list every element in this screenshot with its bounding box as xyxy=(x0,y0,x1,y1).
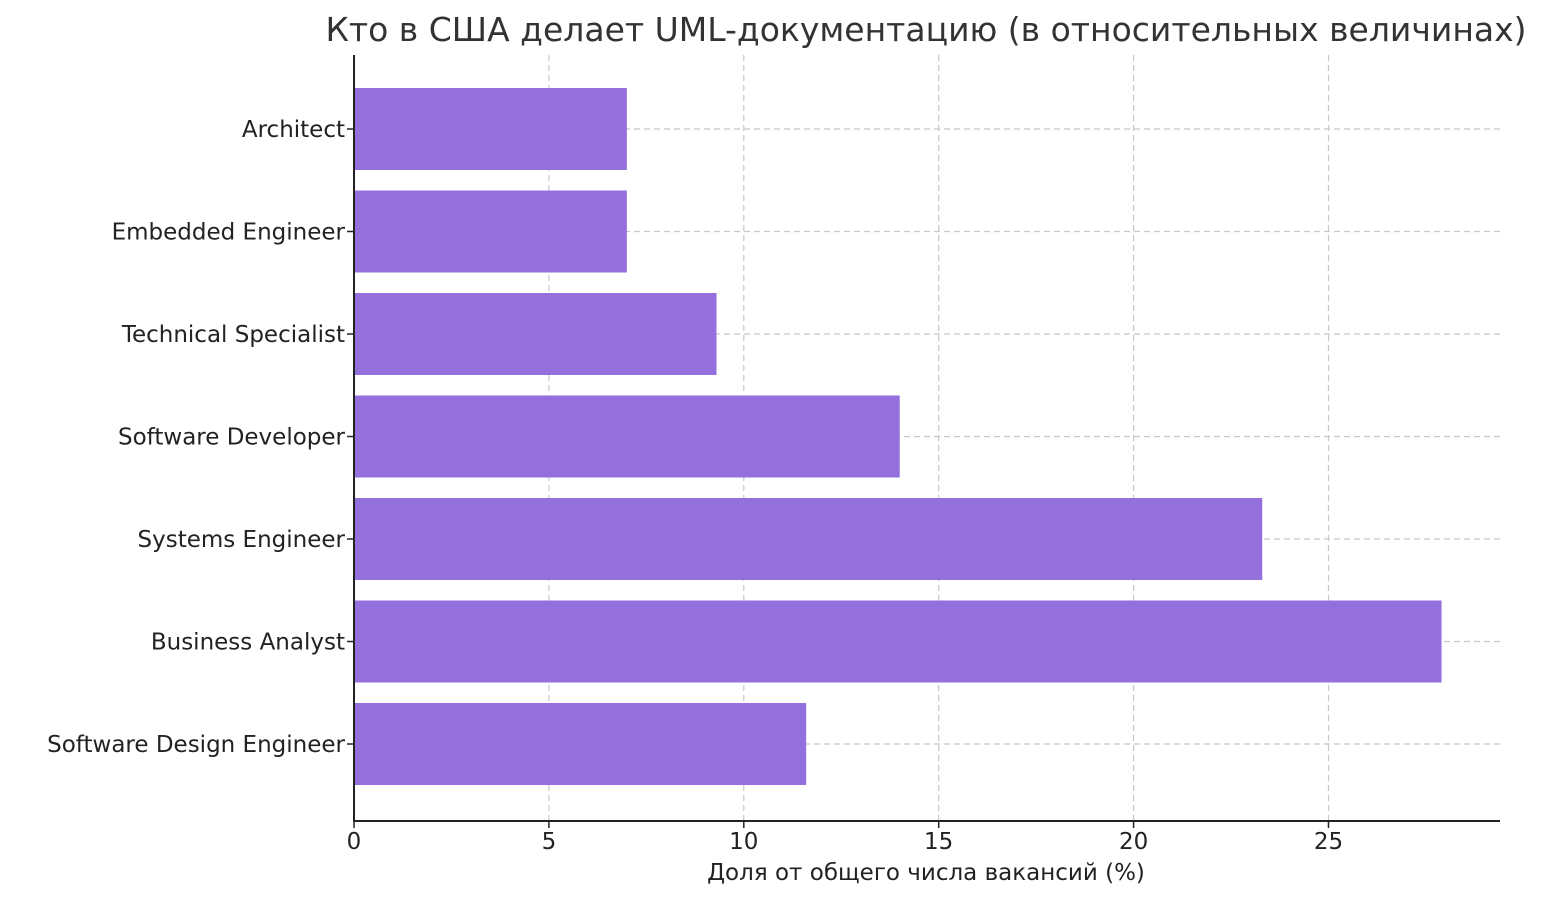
bar xyxy=(354,293,717,375)
y-tick-label: Business Analyst xyxy=(151,630,345,656)
x-tick-label: 25 xyxy=(1314,829,1343,855)
y-tick-label: Technical Specialist xyxy=(121,322,345,348)
x-axis-label: Доля от общего числа вакансий (%) xyxy=(707,860,1145,886)
y-tick-label: Systems Engineer xyxy=(138,527,346,553)
bar xyxy=(354,395,900,478)
y-tick-labels: Software Design Engineer Business Analyst… xyxy=(47,117,354,758)
y-tick-label: Architect xyxy=(242,117,345,143)
y-tick-label: Software Developer xyxy=(118,425,346,451)
x-tick-label: 10 xyxy=(729,829,758,855)
bar xyxy=(354,498,1263,580)
bar xyxy=(354,703,807,785)
y-tick-label: Software Design Engineer xyxy=(47,732,345,758)
x-tick-label: 15 xyxy=(924,829,953,855)
y-tick-label: Embedded Engineer xyxy=(112,220,346,246)
x-tick-label: 5 xyxy=(542,829,557,855)
bar xyxy=(354,190,627,273)
bar xyxy=(354,600,1442,683)
axes xyxy=(353,55,1500,822)
x-tick-labels: 0 5 10 15 20 25 xyxy=(347,821,1343,855)
bars xyxy=(354,88,1442,785)
x-tick-label: 0 xyxy=(347,829,362,855)
bar xyxy=(354,88,627,170)
chart-title: Кто в США делает UML-документацию (в отн… xyxy=(325,10,1526,49)
x-tick-label: 20 xyxy=(1119,829,1148,855)
